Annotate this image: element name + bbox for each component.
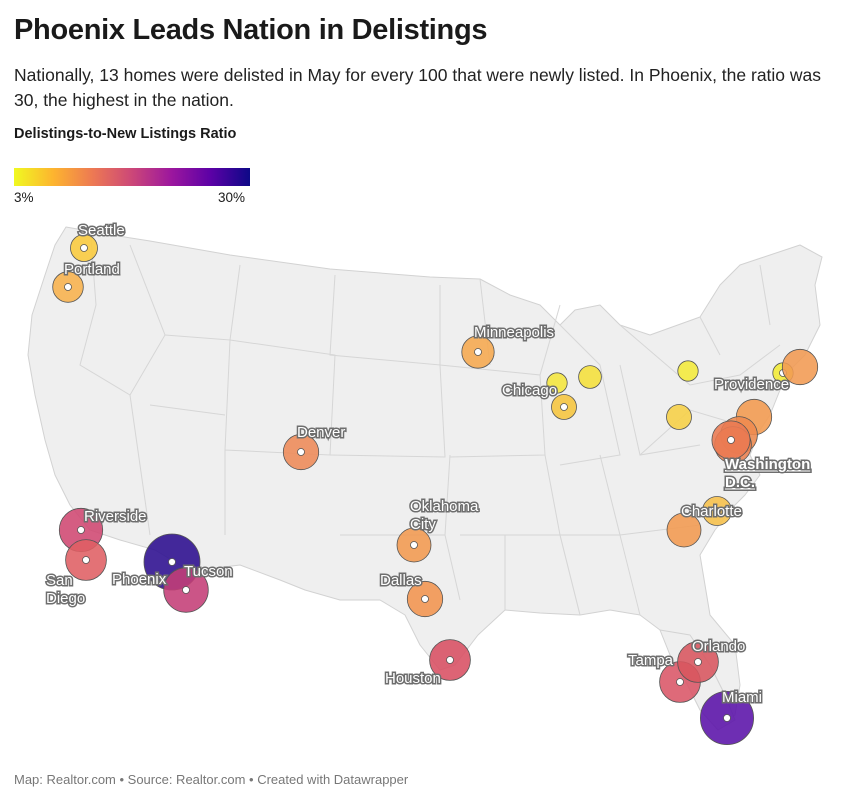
city-dot-houston [446,656,454,664]
city-label-san-diego: San Diego [46,572,85,607]
city-markers [52,234,819,745]
state-borders [79,224,781,616]
city-dot-tucson [182,586,190,594]
map-title: Phoenix Leads Nation in Delistings [14,14,488,46]
city-dot-denver [297,448,305,456]
city-dot-dallas [421,595,429,603]
city-dot-seattle [80,244,88,252]
city-label-providence: Providence [714,376,789,393]
city-label-oklahoma-city: Oklahoma City [410,498,479,533]
city-label-denver: Denver [297,424,345,441]
city-marker-milwaukee[interactable] [546,372,568,394]
city-label-washington-dc: Washington D.C. [725,456,810,491]
city-label-houston: Houston [385,670,441,687]
legend-title: Delistings-to-New Listings Ratio [14,126,237,142]
city-label-phoenix: Phoenix [112,571,167,588]
city-marker-boston[interactable] [781,348,819,386]
city-marker-pittsburgh[interactable] [666,404,692,430]
city-label-seattle: Seattle [78,222,125,239]
us-map: Seattle Portland Minneapolis Chicago Provide… [27,221,823,745]
city-dot-tampa [676,678,684,686]
city-dot-san-diego [82,556,90,564]
legend-max-label: 30% [218,190,246,205]
city-label-dallas: Dallas [380,572,422,589]
city-marker-buffalo[interactable] [677,360,699,382]
map-subtitle: Nationally, 13 homes were delisted in Ma… [14,65,822,110]
city-label-tucson: Tucson [184,563,233,580]
city-dot-portland [64,283,72,291]
city-dot-riverside [77,526,85,534]
city-dot-washington-dc [727,436,735,444]
city-dot-charlotte [713,507,721,515]
city-dot-minneapolis [474,348,482,356]
city-label-chicago: Chicago [502,382,557,399]
city-dot-chicago [560,403,568,411]
city-label-orlando: Orlando [692,638,745,655]
city-label-minneapolis: Minneapolis [474,324,554,341]
legend-min-label: 3% [14,190,34,205]
city-labels: Seattle Portland Minneapolis Chicago Provide… [45,221,812,708]
city-label-charlotte: Charlotte [681,503,742,520]
city-label-portland: Portland [64,261,120,278]
city-label-tampa: Tampa [628,652,674,669]
map-footer: Map: Realtor.com • Source: Realtor.com •… [14,772,409,787]
city-dot-oklahoma-city [410,541,418,549]
city-dot-phoenix [168,558,176,566]
city-label-riverside: Riverside [84,508,147,525]
city-dot-miami [723,714,731,722]
city-dot-orlando [694,658,702,666]
city-marker-raleigh[interactable] [666,512,702,548]
city-marker-detroit[interactable] [578,365,602,389]
legend-color-scale [14,168,250,186]
city-label-miami: Miami [722,689,762,706]
